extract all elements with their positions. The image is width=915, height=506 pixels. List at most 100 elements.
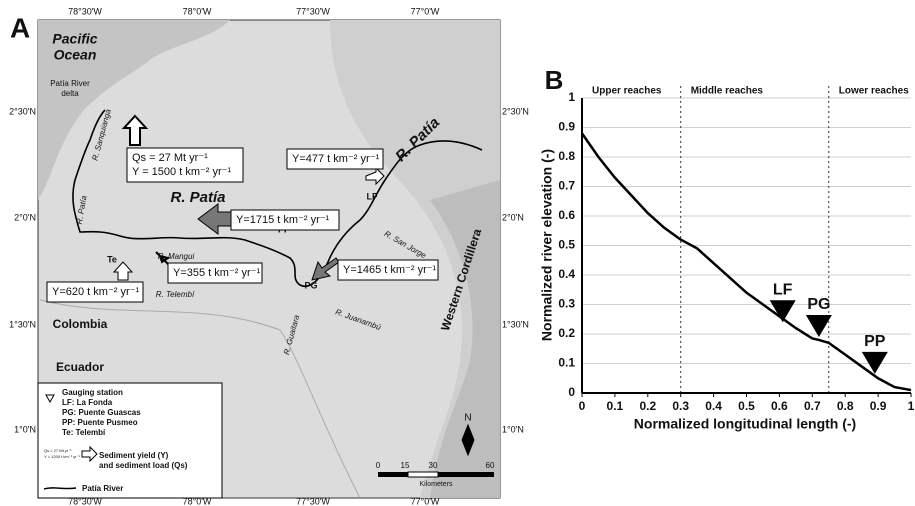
scale-unit: Kilometers [419,481,453,488]
yield-box [337,259,439,281]
scale-tick: 15 [401,461,410,470]
place-label: Patía River [50,79,90,88]
place-label: R. Telembí [156,290,195,299]
yield-box [230,209,340,231]
x-axis-label: Normalized longitudinal length (-) [634,416,856,432]
yield-text: Y=355 t km⁻² yr⁻¹ [173,267,260,279]
station-label: PG [807,296,830,313]
scale-bar [378,472,408,477]
yield-box [167,262,263,284]
station-label: LF [773,281,793,298]
station-marker [805,314,832,337]
x-tick-label: 0.5 [738,399,755,413]
legend-triangle [45,394,55,404]
x-tick-label: 0.1 [607,399,624,413]
yield-box [126,147,244,183]
lat-tick: 1°0'N [14,424,36,434]
x-tick-label: 0.7 [804,399,821,413]
lon-tick: 78°0'W [183,6,212,16]
yield-text: Qs = 27 Mt yr⁻¹ [132,152,208,164]
lat-tick: 1°30'N [9,319,36,329]
lon-tick: 77°0'W [411,6,440,16]
line [580,132,912,392]
legend-item: PP: Puente Pusmeo [62,418,138,427]
place-label: Pacific [52,31,97,47]
map [37,19,501,499]
scale-tick: 0 [376,461,381,470]
y-tick-label: 0.5 [558,238,575,252]
place-label: Ocean [54,47,97,63]
relief [330,20,500,498]
x-tick-label: 0.2 [639,399,656,413]
cordillera [430,180,500,498]
chart-title: B [545,65,564,95]
y-axis-label: Normalized river elevation (-) [539,149,555,341]
yield-text: Y=1715 t km⁻² yr⁻¹ [236,214,330,226]
lon-tick: 77°30'W [296,6,330,16]
station-label: PP [864,333,886,350]
lon-tick: 78°30'W [68,496,102,506]
y-tick-label: 0.9 [558,120,575,134]
place-label: delta [61,89,79,98]
legend-item: Te: Telembí [62,428,106,437]
y-tick-label: 0 [568,385,575,399]
lat-tick: 1°0'N [502,424,524,434]
patia-river [72,109,483,287]
place-label: LF [367,191,378,201]
ocean [38,20,230,200]
lon-tick: 77°0'W [411,496,440,506]
lat-tick: 2°0'N [502,212,524,222]
scale-bar [438,472,494,477]
panel-label: A [10,12,30,43]
legend-arrow-text: Sediment yield (Y) [99,451,169,460]
lon-tick: 78°30'W [68,6,102,16]
arrow [365,166,385,186]
x-tick-label: 1 [908,399,915,413]
legend-river [43,487,77,490]
yield-text: Y=477 t km⁻² yr⁻¹ [292,153,379,165]
yield-text: Y = 1500 t km⁻² yr⁻¹ [132,166,231,178]
y-tick-label: 0.7 [558,179,575,193]
y-tick-label: 0.8 [558,149,575,163]
legend-sample: Y = 1200 t km⁻² yr⁻¹ [44,454,81,459]
station-marker [861,351,888,374]
arrow [311,257,340,281]
border [39,299,361,499]
legend-item: Gauging station [62,388,123,397]
place-label: PG [304,280,317,290]
x-tick-label: 0.3 [672,399,689,413]
lon-tick: 77°30'W [296,496,330,506]
legend-item: LF: La Fonda [62,398,113,407]
reach-label: Middle reaches [691,86,764,97]
reach-label: Upper reaches [592,86,662,97]
scale-tick: 60 [486,461,495,470]
y-tick-label: 0.2 [558,326,575,340]
north-arrow [461,423,475,457]
legend-arrow-text: and sediment load (Qs) [99,461,188,470]
y-tick-label: 0.3 [558,297,575,311]
lat-tick: 2°0'N [14,212,36,222]
arrow [121,114,149,146]
lat-tick: 1°30'N [502,319,529,329]
y-tick-label: 0.6 [558,208,575,222]
x-tick-label: 0.6 [771,399,788,413]
x-tick-label: 0.4 [705,399,722,413]
place-label: Colombia [53,317,108,331]
y-tick-label: 1 [568,90,575,104]
station-marker [769,300,796,323]
yield-text: Y=1465 t km⁻² yr⁻¹ [343,264,437,276]
legend-sample: Qs = 27 Mt yr⁻¹ [44,448,72,453]
yield-text: Y=620 t km⁻² yr⁻¹ [52,286,139,298]
place-label: Ecuador [56,360,104,374]
legend-arrow [81,445,98,463]
x-tick-label: 0.8 [837,399,854,413]
yield-box [286,148,384,170]
y-tick-label: 0.4 [558,267,575,281]
legend-item: PG: Puente Guascas [62,408,141,417]
lat-tick: 2°30'N [502,106,529,116]
place-label: R. Patía [170,189,225,206]
lon-tick: 78°0'W [183,496,212,506]
